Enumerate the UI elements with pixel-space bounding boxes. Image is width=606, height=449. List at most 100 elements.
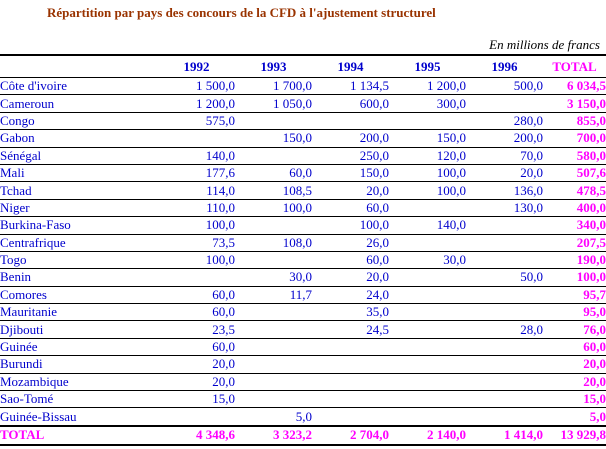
table-row: Mali 177,6 60,0 150,0 100,0 20,0 507,6 <box>0 164 606 183</box>
value-cell: 1 500,0 <box>158 77 235 96</box>
value-cell: 200,0 <box>312 129 389 148</box>
table-row: Centrafrique 73,5 108,0 26,0 207,5 <box>0 234 606 252</box>
total-value-1992: 4 348,6 <box>158 424 235 446</box>
table-row: Comores 60,0 11,7 24,0 95,7 <box>0 286 606 305</box>
value-cell: 150,0 <box>235 129 312 148</box>
value-cell: 11,7 <box>235 286 312 305</box>
row-total-cell: 340,0 <box>543 216 606 235</box>
value-cell: 140,0 <box>389 216 466 235</box>
value-cell: 120,0 <box>389 147 466 165</box>
value-cell: 15,0 <box>158 390 235 409</box>
country-cell: Burundi <box>0 355 158 374</box>
country-cell: Guinée <box>0 338 158 357</box>
table-header-row: 1992 1993 1994 1995 1996 TOTAL <box>0 54 606 78</box>
value-cell <box>235 373 312 392</box>
value-cell: 20,0 <box>158 355 235 374</box>
grand-total-cell: 13 929,8 <box>543 424 606 446</box>
table-row: Gabon 150,0 200,0 150,0 200,0 700,0 <box>0 129 606 148</box>
value-cell: 20,0 <box>312 181 389 200</box>
year-column-header-1995: 1995 <box>389 54 466 78</box>
value-cell <box>312 355 389 374</box>
value-cell <box>389 390 466 409</box>
value-cell: 30,0 <box>235 268 312 287</box>
country-cell: Cameroun <box>0 94 158 113</box>
table-row: Congo 575,0 280,0 855,0 <box>0 112 606 131</box>
value-cell: 100,0 <box>389 164 466 183</box>
value-cell: 300,0 <box>389 94 466 113</box>
table-body: Côte d'ivoire 1 500,0 1 700,0 1 134,5 1 … <box>0 77 606 427</box>
value-cell <box>466 303 543 322</box>
value-cell: 140,0 <box>158 147 235 165</box>
value-cell: 1 700,0 <box>235 77 312 96</box>
country-cell: Côte d'ivoire <box>0 77 158 96</box>
row-total-cell: 76,0 <box>543 320 606 339</box>
value-cell <box>466 390 543 409</box>
value-cell: 35,0 <box>312 303 389 322</box>
row-total-cell: 20,0 <box>543 355 606 374</box>
row-total-cell: 100,0 <box>543 268 606 287</box>
value-cell <box>312 407 389 427</box>
value-cell: 114,0 <box>158 181 235 200</box>
value-cell: 24,0 <box>312 286 389 305</box>
value-cell <box>158 129 235 148</box>
row-total-cell: 207,5 <box>543 234 606 252</box>
row-total-cell: 95,7 <box>543 286 606 305</box>
value-cell: 60,0 <box>158 303 235 322</box>
value-cell <box>389 320 466 339</box>
row-total-cell: 580,0 <box>543 147 606 165</box>
country-cell: Burkina-Faso <box>0 216 158 235</box>
value-cell <box>466 338 543 357</box>
country-column-header <box>0 54 158 78</box>
value-cell: 100,0 <box>389 181 466 200</box>
table-row: Benin 30,0 20,0 50,0 100,0 <box>0 268 606 287</box>
table-row: Guinée-Bissau 5,0 5,0 <box>0 407 606 427</box>
value-cell <box>389 199 466 218</box>
value-cell: 60,0 <box>312 251 389 270</box>
value-cell: 60,0 <box>158 286 235 305</box>
value-cell <box>466 355 543 374</box>
value-cell: 73,5 <box>158 234 235 252</box>
total-row-label: TOTAL <box>0 424 158 446</box>
value-cell: 60,0 <box>158 338 235 357</box>
value-cell: 110,0 <box>158 199 235 218</box>
value-cell <box>466 286 543 305</box>
value-cell <box>235 147 312 165</box>
value-cell <box>158 268 235 287</box>
unit-note: En millions de francs <box>489 37 600 52</box>
value-cell: 130,0 <box>466 199 543 218</box>
total-value-1995: 2 140,0 <box>389 424 466 446</box>
value-cell <box>235 112 312 131</box>
year-column-header-1993: 1993 <box>235 54 312 78</box>
country-cell: Comores <box>0 286 158 305</box>
year-column-header-1992: 1992 <box>158 54 235 78</box>
row-total-cell: 6 034,5 <box>543 77 606 96</box>
row-total-cell: 507,6 <box>543 164 606 183</box>
value-cell <box>466 373 543 392</box>
value-cell: 1 200,0 <box>158 94 235 113</box>
total-row: TOTAL 4 348,6 3 323,2 2 704,0 2 140,0 1 … <box>0 424 606 446</box>
value-cell <box>312 112 389 131</box>
value-cell: 20,0 <box>158 373 235 392</box>
country-cell: Gabon <box>0 129 158 148</box>
value-cell: 575,0 <box>158 112 235 131</box>
value-cell: 100,0 <box>235 199 312 218</box>
value-cell <box>312 373 389 392</box>
row-total-cell: 60,0 <box>543 338 606 357</box>
value-cell <box>235 338 312 357</box>
table-row: Togo 100,0 60,0 30,0 190,0 <box>0 251 606 270</box>
country-cell: Djibouti <box>0 320 158 339</box>
country-cell: Mozambique <box>0 373 158 392</box>
value-cell <box>235 216 312 235</box>
value-cell <box>312 390 389 409</box>
total-column-header: TOTAL <box>543 54 606 78</box>
value-cell: 150,0 <box>312 164 389 183</box>
table-row: Mauritanie 60,0 35,0 95,0 <box>0 303 606 322</box>
value-cell: 100,0 <box>312 216 389 235</box>
country-funding-table: 1992 1993 1994 1995 1996 TOTAL Côte d'iv… <box>0 54 606 446</box>
value-cell <box>235 251 312 270</box>
value-cell: 50,0 <box>466 268 543 287</box>
row-total-cell: 95,0 <box>543 303 606 322</box>
value-cell: 1 200,0 <box>389 77 466 96</box>
row-total-cell: 5,0 <box>543 407 606 427</box>
